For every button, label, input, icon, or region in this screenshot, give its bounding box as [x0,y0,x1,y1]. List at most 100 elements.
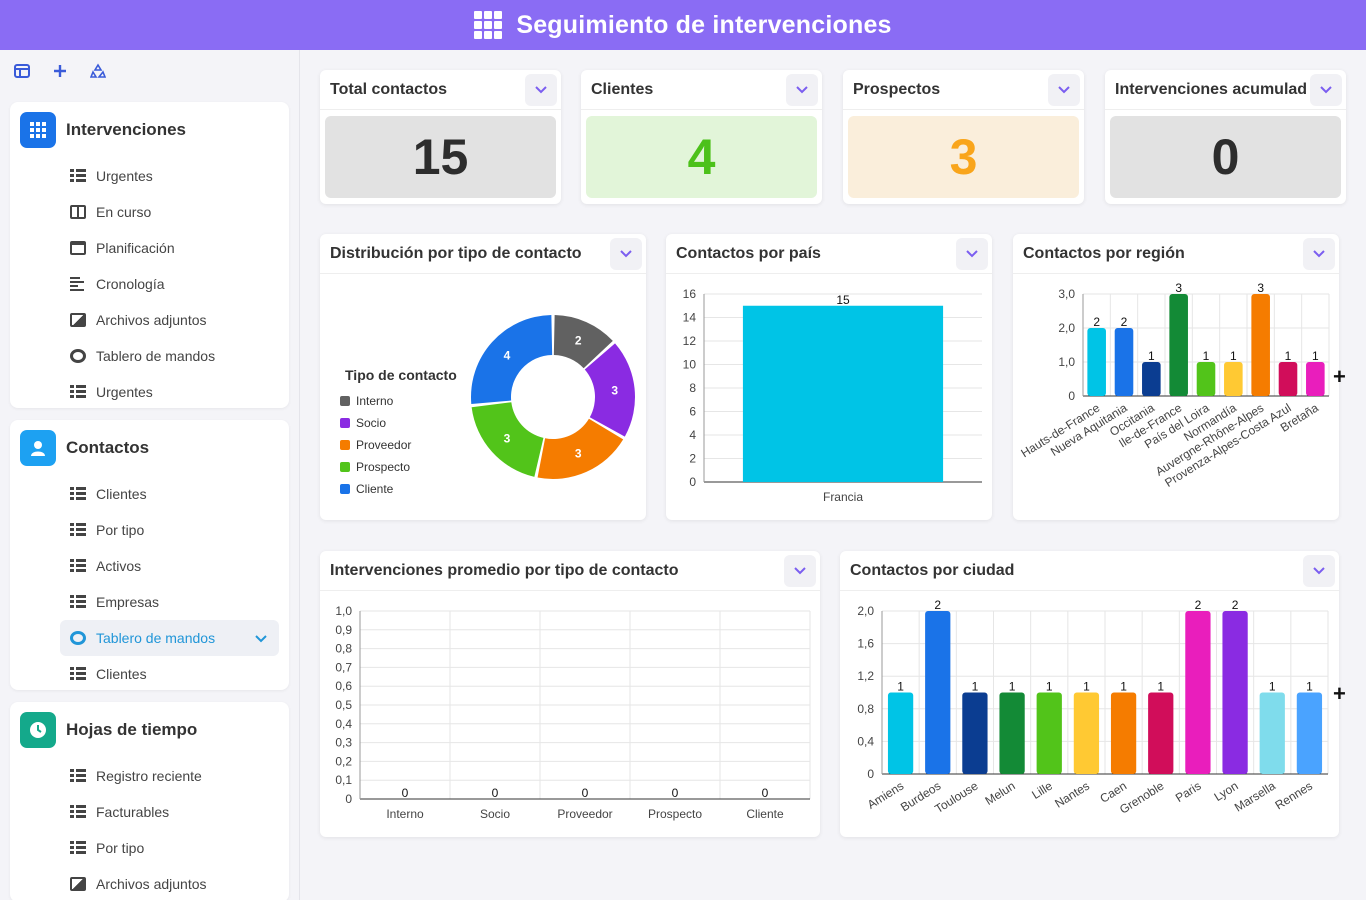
y-tick-label: 10 [683,358,697,372]
slice-label: 2 [575,333,582,347]
bar[interactable] [742,305,944,482]
sidebar-item[interactable]: Clientes [10,656,289,692]
data-label: 3 [1257,281,1264,295]
bar[interactable] [962,692,988,775]
data-label: 0 [762,786,769,800]
sidebar-item[interactable]: Por tipo [10,512,289,548]
bar[interactable] [1296,692,1323,775]
dropdown-button[interactable] [1048,73,1080,106]
y-tick-label: 0,9 [335,623,352,637]
x-tick-label: Proveedor [557,807,612,821]
x-tick-label: Paris [1173,779,1204,805]
bar[interactable] [1251,294,1270,396]
sidebar-item[interactable]: Archivos adjuntos [10,302,289,338]
data-label: 1 [972,680,979,694]
bar[interactable] [1073,692,1100,775]
image-icon [70,877,86,891]
sidebar-item-label: Facturables [96,804,170,820]
sidebar-item[interactable]: Archivos adjuntos [10,866,289,900]
dropdown-button[interactable] [784,554,816,587]
bar[interactable] [1196,362,1216,396]
sidebar-item[interactable]: Urgentes [10,158,289,194]
add-icon[interactable]: + [1333,364,1346,389]
bar[interactable] [1222,611,1248,774]
sidebar-item[interactable]: Empresas [10,584,289,620]
sidebar-item[interactable]: Facturables [10,794,289,830]
bar[interactable] [1224,362,1243,396]
data-label: 1 [1157,680,1164,694]
bar[interactable] [1110,692,1137,775]
data-label: 1 [1009,680,1016,694]
sidebar-section-header[interactable]: Hojas de tiempo [10,702,289,758]
chevron-down-icon[interactable] [255,631,267,646]
sidebar-item[interactable]: Clientes [10,476,289,512]
y-tick-label: 0 [345,792,352,806]
ciudad-chart-card: Contactos por ciudad 0 0,4 0,8 1,2 1,6 2,0 1 Am… [840,551,1339,837]
bar[interactable] [1114,328,1134,396]
table-icon [70,841,86,855]
legend-title: Tipo de contacto [345,367,457,383]
pie-slice[interactable] [471,402,544,477]
bar[interactable] [1278,362,1298,396]
pie-slice[interactable] [584,343,635,437]
recycle-icon[interactable] [88,61,108,81]
clock-icon [20,712,56,748]
sidebar-item-label: Archivos adjuntos [96,876,207,892]
dropdown-button[interactable] [1303,554,1335,587]
bar[interactable] [1169,294,1188,396]
sidebar-item[interactable]: Urgentes [10,374,289,410]
sidebar-item[interactable]: Por tipo [10,830,289,866]
bar[interactable] [1087,328,1106,396]
user-icon [20,430,56,466]
bar[interactable] [887,692,914,775]
sidebar-item[interactable]: En curso [10,194,289,230]
bar[interactable] [1148,692,1174,775]
sidebar-item[interactable]: Cronología [10,266,289,302]
sidebar-section-header[interactable]: Contactos [10,420,289,476]
legend-label: Interno [356,394,394,408]
layout-icon[interactable] [12,61,32,81]
pie-slice[interactable] [553,315,613,369]
pie-slice[interactable] [537,418,624,479]
image-icon [70,313,86,327]
bar[interactable] [1185,611,1211,774]
bar[interactable] [1036,692,1062,775]
sidebar-item[interactable]: Planificación [10,230,289,266]
y-tick-label: 0,4 [857,734,874,748]
x-tick-label: Francia [823,490,863,504]
bar[interactable] [925,611,951,774]
data-label: 2 [934,598,941,612]
bar[interactable] [1306,362,1325,396]
dropdown-button[interactable] [956,237,988,270]
dropdown-button[interactable] [1303,237,1335,270]
x-tick-label: Interno [386,807,424,821]
sidebar-item[interactable]: Activos [10,548,289,584]
y-tick-label: 0,2 [335,754,352,768]
dropdown-button[interactable] [610,237,642,270]
y-tick-label: 0 [689,475,696,489]
sidebar-item-label: Registro reciente [96,768,202,784]
add-icon[interactable] [50,61,70,81]
board-icon [70,205,86,219]
pie-slice[interactable] [471,315,553,404]
data-label: 2 [1093,315,1100,329]
sidebar-item[interactable]: Tablero de mandos [60,620,279,656]
bar[interactable] [999,692,1025,775]
sidebar-section: Intervenciones Urgentes En curso Planificac… [10,102,289,408]
bar[interactable] [1142,362,1161,396]
sidebar-item-label: Clientes [96,666,147,682]
sidebar-item[interactable]: Tablero de mandos [10,338,289,374]
slice-label: 3 [575,447,582,461]
dropdown-button[interactable] [786,73,818,106]
sidebar-item[interactable]: Registro reciente [10,758,289,794]
dropdown-button[interactable] [1310,73,1342,106]
sidebar-section: Contactos Clientes Por tipo Activos Empresas… [10,420,289,690]
dropdown-button[interactable] [525,73,557,106]
add-icon[interactable]: + [1333,681,1346,706]
bar[interactable] [1259,692,1285,775]
pais-bar-chart: 0 2 4 6 8 10 12 14 16 15 Francia [683,287,982,504]
legend-label: Prospecto [356,460,410,474]
legend-swatch [340,462,350,472]
sidebar-section-header[interactable]: Intervenciones [10,102,289,158]
